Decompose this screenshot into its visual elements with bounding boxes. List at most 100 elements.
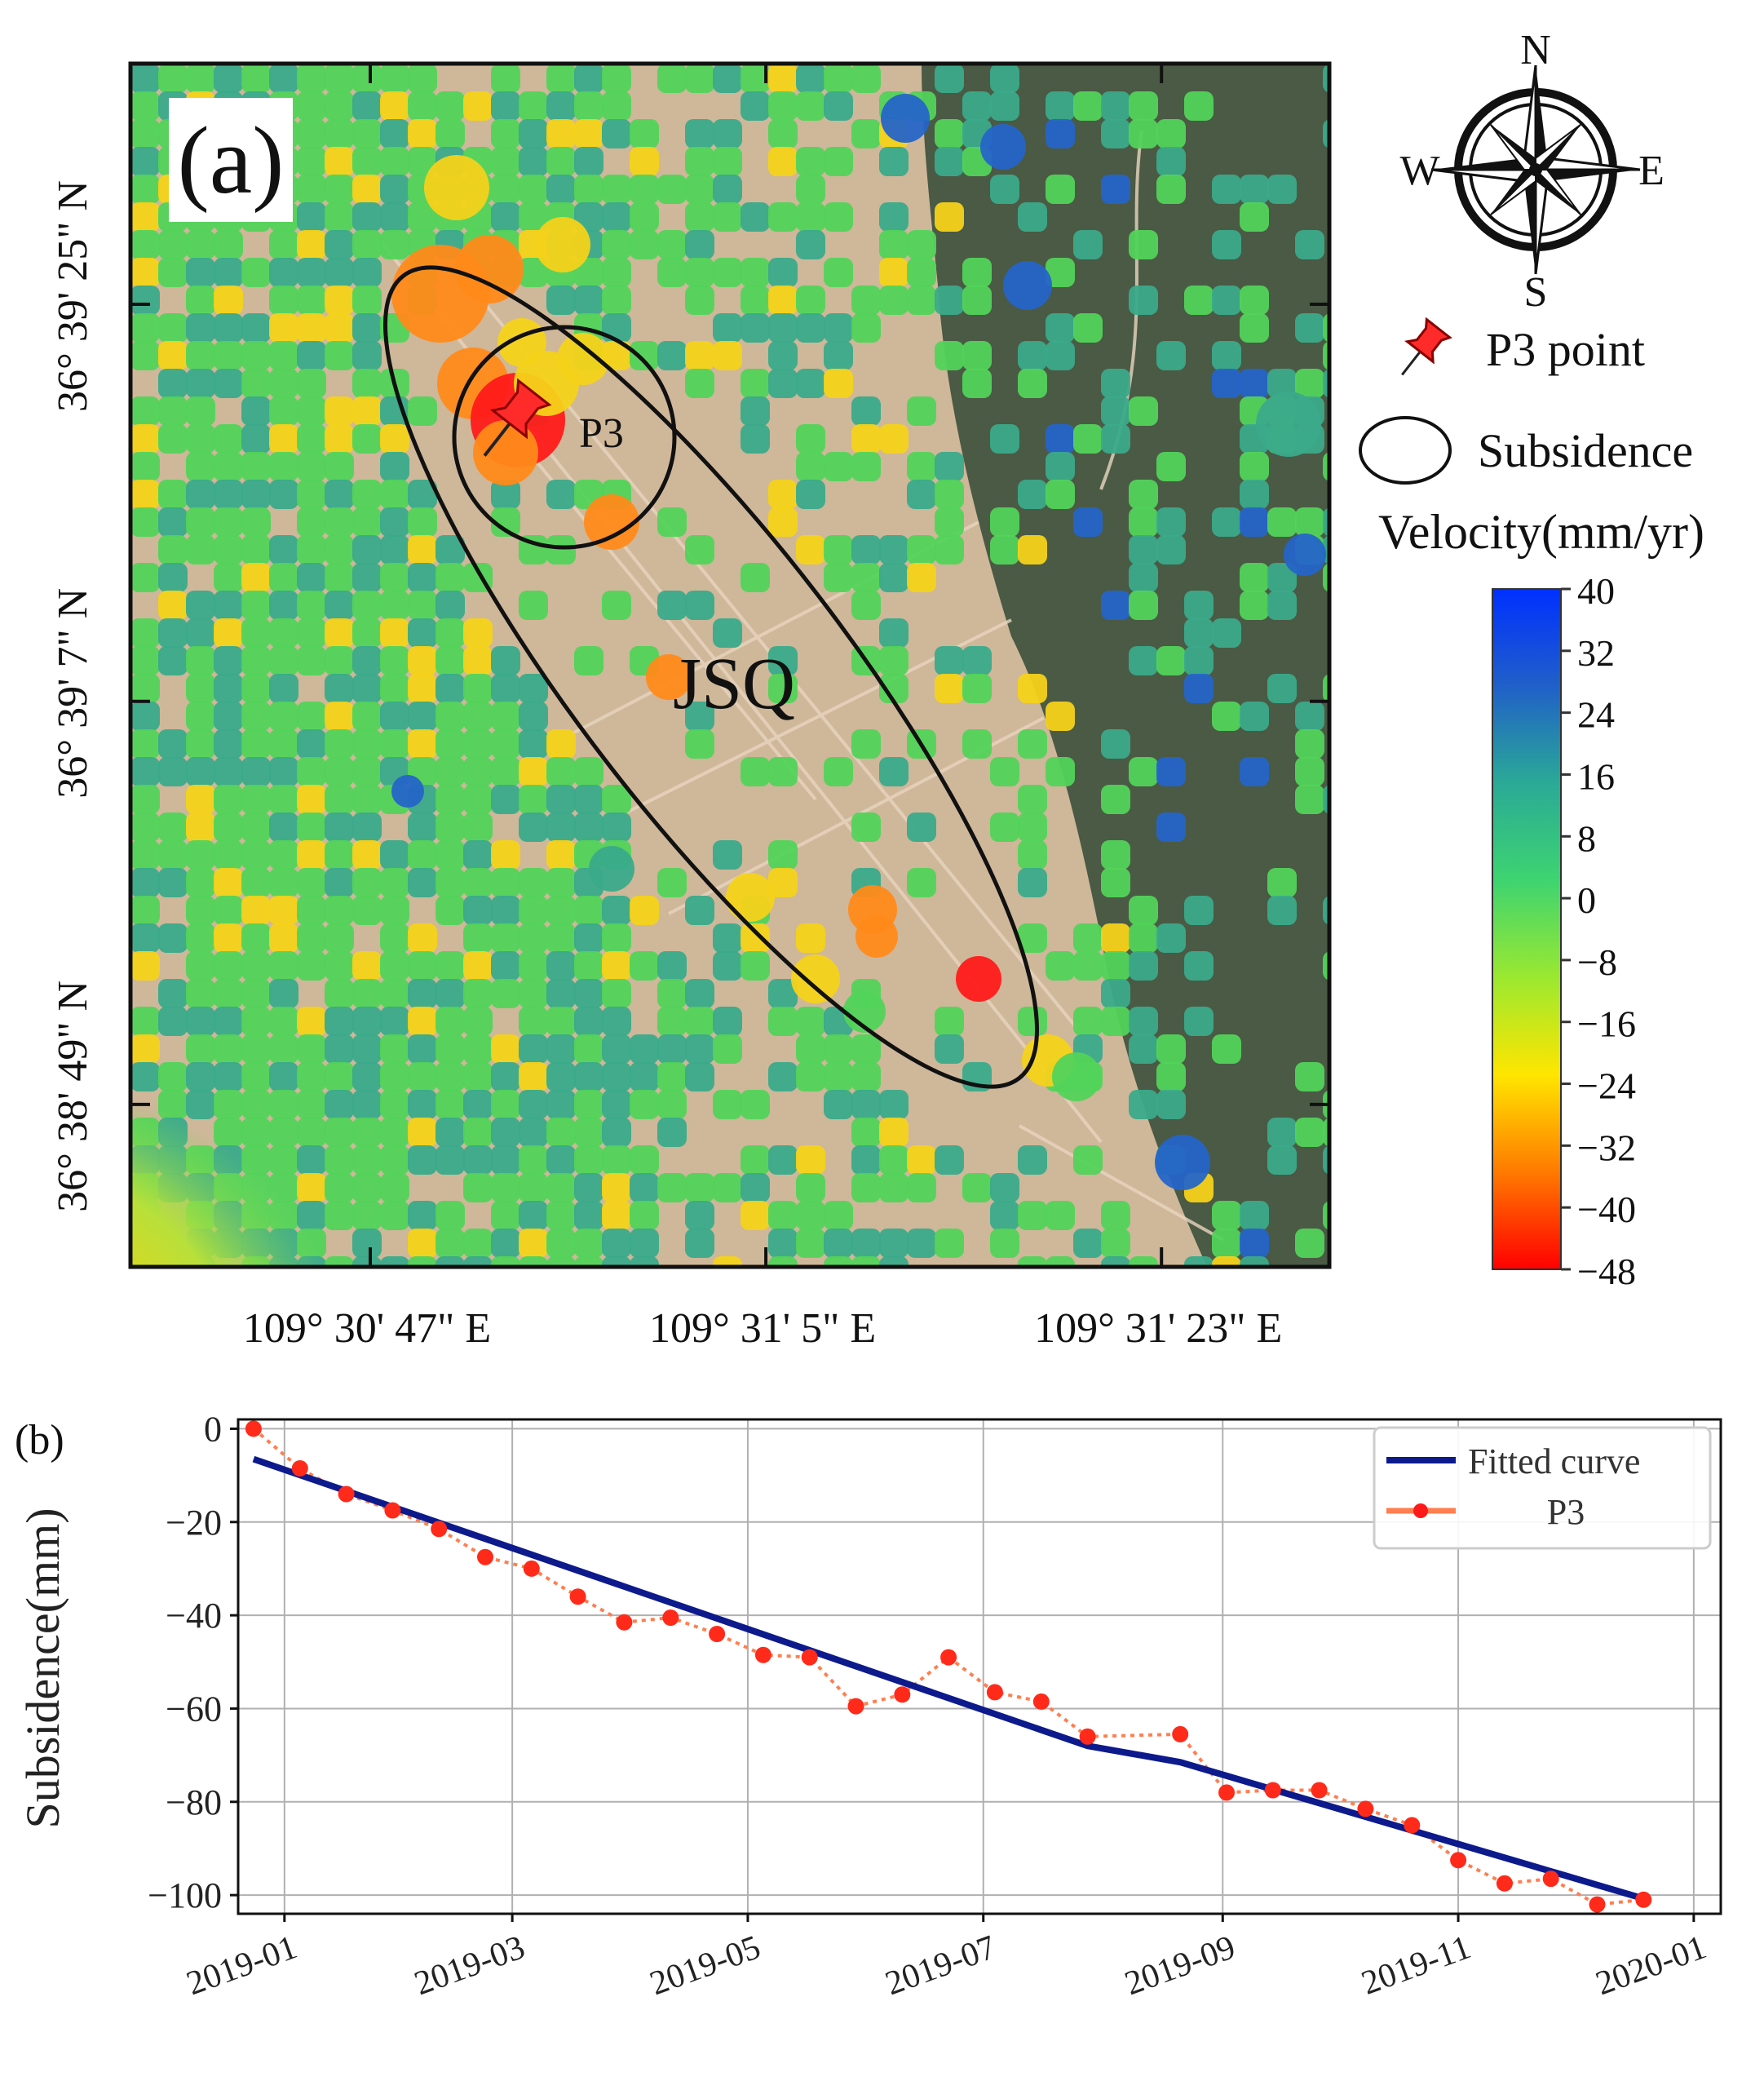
velocity-pixel — [519, 119, 548, 148]
velocity-pixel — [796, 424, 825, 454]
velocity-pixel — [269, 646, 298, 675]
velocity-pixel — [1267, 868, 1297, 897]
velocity-pixel — [685, 1007, 714, 1036]
velocity-pixel — [657, 175, 687, 204]
velocity-pixel — [408, 119, 437, 148]
velocity-pixel — [851, 563, 881, 592]
velocity-pixel — [602, 923, 631, 953]
velocity-pixel — [768, 147, 798, 176]
velocity-pixel — [352, 286, 382, 315]
velocity-pixel — [297, 64, 326, 93]
velocity-pixel — [380, 674, 409, 703]
velocity-pixel — [408, 702, 437, 731]
velocity-pixel — [214, 563, 243, 592]
velocity-pixel — [935, 119, 964, 148]
velocity-pixel — [491, 702, 520, 731]
velocity-pixel — [879, 286, 909, 315]
velocity-pixel — [990, 1201, 1019, 1230]
velocity-pixel — [1240, 202, 1269, 232]
velocity-pixel — [713, 341, 742, 370]
velocity-pixel — [602, 91, 631, 121]
velocity-pixel — [352, 702, 382, 731]
velocity-pixel — [519, 812, 548, 842]
velocity-pixel — [962, 1173, 992, 1202]
velocity-pixel — [186, 591, 215, 620]
lon-tick-label: 109° 31' 5" E — [649, 1305, 876, 1352]
velocity-pixel — [186, 230, 215, 259]
velocity-pixel — [519, 1201, 548, 1230]
velocity-pixel — [352, 64, 382, 93]
velocity-pixel — [1212, 369, 1241, 398]
velocity-pixel — [297, 424, 326, 454]
velocity-pixel — [491, 507, 520, 537]
velocity-pixel — [796, 175, 825, 204]
velocity-pixel — [519, 923, 548, 953]
velocity-pixel — [1073, 1007, 1103, 1036]
velocity-pixel — [1184, 1007, 1214, 1036]
velocity-pixel — [713, 202, 742, 232]
velocity-pixel — [685, 369, 714, 398]
velocity-pixel — [768, 1007, 798, 1036]
velocity-pixel — [713, 951, 742, 981]
velocity-pixel — [824, 535, 853, 565]
velocity-pixel — [325, 702, 354, 731]
velocity-pixel — [325, 729, 354, 759]
p3-point — [847, 1698, 864, 1715]
velocity-pixel — [546, 1201, 576, 1230]
velocity-pixel — [1018, 1256, 1047, 1267]
velocity-pixel — [491, 91, 520, 121]
velocity-pixel — [1018, 674, 1047, 703]
velocity-pixel — [741, 369, 770, 398]
velocity-pixel — [935, 147, 964, 176]
velocity-pixel — [574, 1145, 603, 1175]
velocity-cluster — [1256, 392, 1321, 457]
velocity-pixel — [685, 1201, 714, 1230]
p3-point — [894, 1686, 911, 1703]
velocity-pixel — [1046, 424, 1075, 454]
p3-point — [709, 1626, 726, 1642]
velocity-pixel — [186, 812, 215, 842]
velocity-pixel — [1240, 507, 1269, 537]
velocity-pixel — [685, 896, 714, 925]
velocity-pixel — [768, 757, 798, 786]
velocity-pixel — [630, 230, 659, 259]
velocity-pixel — [1295, 757, 1324, 786]
velocity-pixel — [1018, 535, 1047, 565]
velocity-pixel — [1212, 1034, 1241, 1064]
velocity-pixel — [1046, 480, 1075, 509]
velocity-pixel — [602, 1034, 631, 1064]
velocity-pixel — [297, 147, 326, 176]
velocity-pixel — [630, 175, 659, 204]
velocity-pixel — [1129, 923, 1158, 953]
velocity-pixel — [713, 1256, 742, 1267]
velocity-pixel — [297, 812, 326, 842]
velocity-pixel — [630, 1034, 659, 1064]
velocity-pixel — [435, 868, 465, 897]
velocity-pixel — [990, 535, 1019, 565]
velocity-pixel — [491, 175, 520, 204]
velocity-pixel — [741, 923, 770, 953]
y-tick-label: −60 — [166, 1689, 222, 1729]
velocity-pixel — [574, 896, 603, 925]
velocity-pixel — [935, 480, 964, 509]
velocity-pixel — [158, 64, 188, 93]
velocity-pixel — [1018, 868, 1047, 897]
p3-point — [338, 1485, 355, 1503]
velocity-pixel — [130, 674, 160, 703]
velocity-pixel — [768, 674, 798, 703]
velocity-pixel — [158, 757, 188, 786]
velocity-pixel — [214, 868, 243, 897]
velocity-pixel — [408, 202, 437, 232]
velocity-pixel — [491, 64, 520, 93]
velocity-pixel — [352, 618, 382, 648]
colorbar-tick-label: 40 — [1577, 570, 1615, 612]
velocity-pixel — [352, 729, 382, 759]
velocity-pixel — [741, 258, 770, 287]
velocity-pixel — [574, 1007, 603, 1036]
velocity-pixel — [824, 369, 853, 398]
velocity-pixel — [463, 646, 493, 675]
velocity-pixel — [630, 202, 659, 232]
colorbar-tick-label: 0 — [1577, 879, 1596, 921]
x-tick-label: 2019-09 — [1120, 1928, 1240, 2003]
velocity-pixel — [657, 1118, 687, 1147]
